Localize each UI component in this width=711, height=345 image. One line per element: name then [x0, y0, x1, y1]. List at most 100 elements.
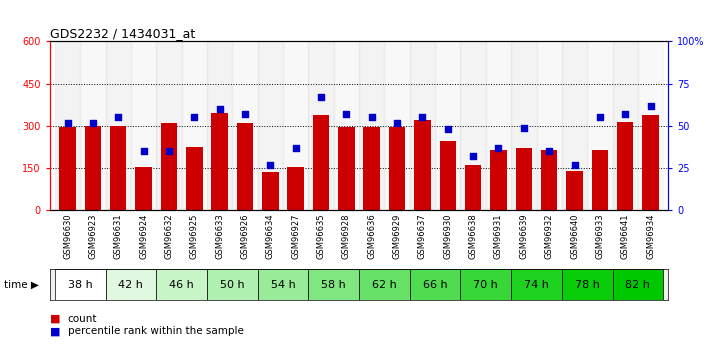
Point	[87, 120, 99, 125]
Text: 42 h: 42 h	[119, 280, 144, 289]
Bar	[309, 41, 333, 210]
Bar	[313, 115, 329, 210]
Bar	[257, 269, 309, 300]
Bar	[287, 167, 304, 210]
Point	[366, 115, 378, 120]
Point	[290, 145, 301, 151]
Point	[188, 115, 200, 120]
Bar	[465, 165, 481, 210]
Bar	[338, 127, 355, 210]
Text: 38 h: 38 h	[68, 280, 92, 289]
Bar	[617, 122, 634, 210]
Point	[240, 111, 251, 117]
Point	[62, 120, 73, 125]
Bar	[262, 172, 279, 210]
Bar	[257, 41, 283, 210]
Bar	[55, 269, 105, 300]
Bar	[587, 41, 613, 210]
Bar	[410, 41, 435, 210]
Point	[391, 120, 402, 125]
Text: time ▶: time ▶	[4, 280, 38, 289]
Bar	[156, 41, 181, 210]
Text: percentile rank within the sample: percentile rank within the sample	[68, 326, 243, 336]
Bar	[435, 41, 461, 210]
Point	[467, 154, 479, 159]
Text: GDS2232 / 1434031_at: GDS2232 / 1434031_at	[50, 27, 195, 40]
Bar	[131, 41, 156, 210]
Bar	[363, 127, 380, 210]
Bar	[359, 41, 385, 210]
Bar	[415, 120, 431, 210]
Bar	[511, 269, 562, 300]
Bar	[642, 115, 659, 210]
Bar	[55, 41, 80, 210]
Point	[543, 148, 555, 154]
Text: 58 h: 58 h	[321, 280, 346, 289]
Point	[164, 148, 175, 154]
Bar	[461, 269, 511, 300]
Bar	[237, 123, 253, 210]
Text: 50 h: 50 h	[220, 280, 245, 289]
Bar	[359, 269, 410, 300]
Point	[138, 148, 149, 154]
Text: ■: ■	[50, 326, 60, 336]
Bar	[59, 127, 76, 210]
Bar	[211, 113, 228, 210]
Bar	[186, 147, 203, 210]
Bar	[461, 41, 486, 210]
Bar	[181, 41, 207, 210]
Bar	[638, 41, 663, 210]
Point	[264, 162, 276, 168]
Point	[645, 103, 656, 108]
Bar	[515, 148, 532, 210]
Bar	[592, 150, 608, 210]
Bar	[511, 41, 537, 210]
Point	[493, 145, 504, 151]
Bar	[410, 269, 461, 300]
Text: 70 h: 70 h	[474, 280, 498, 289]
Text: 62 h: 62 h	[372, 280, 397, 289]
Point	[214, 106, 225, 112]
Bar	[613, 269, 663, 300]
Bar	[562, 269, 613, 300]
Bar	[207, 269, 257, 300]
Bar	[537, 41, 562, 210]
Bar	[562, 41, 587, 210]
Bar	[613, 41, 638, 210]
Bar	[541, 150, 557, 210]
Bar	[80, 41, 105, 210]
Bar	[439, 141, 456, 210]
Text: 82 h: 82 h	[626, 280, 651, 289]
Text: 78 h: 78 h	[574, 280, 599, 289]
Bar	[161, 123, 177, 210]
Point	[341, 111, 352, 117]
Text: 66 h: 66 h	[423, 280, 447, 289]
Text: 74 h: 74 h	[524, 280, 549, 289]
Bar	[309, 269, 359, 300]
Point	[112, 115, 124, 120]
Bar	[156, 269, 207, 300]
Bar	[232, 41, 257, 210]
Bar	[110, 126, 127, 210]
Text: 54 h: 54 h	[271, 280, 295, 289]
Point	[316, 95, 327, 100]
Bar	[389, 127, 405, 210]
Point	[569, 162, 580, 168]
Point	[518, 125, 530, 130]
Point	[619, 111, 631, 117]
Point	[417, 115, 428, 120]
Bar	[566, 171, 583, 210]
Bar	[207, 41, 232, 210]
Bar	[85, 127, 101, 210]
Bar	[105, 41, 131, 210]
Bar	[283, 41, 309, 210]
Text: ■: ■	[50, 314, 60, 324]
Point	[442, 127, 454, 132]
Bar	[385, 41, 410, 210]
Text: count: count	[68, 314, 97, 324]
Bar	[105, 269, 156, 300]
Bar	[491, 150, 507, 210]
Text: 46 h: 46 h	[169, 280, 194, 289]
Point	[594, 115, 606, 120]
Bar	[486, 41, 511, 210]
